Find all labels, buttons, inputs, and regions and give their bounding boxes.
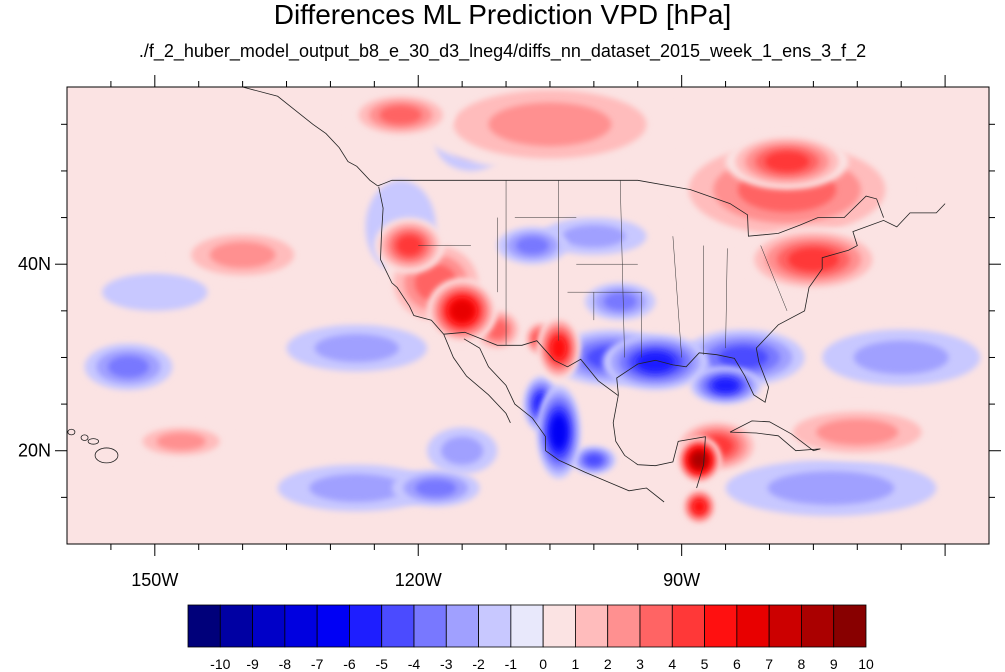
vpd-contour-pos6	[693, 500, 706, 513]
vpd-contour-pos4	[379, 105, 422, 125]
colorbar-swatch	[445, 604, 479, 648]
vpd-contour-neg3	[515, 236, 549, 255]
hawaii-island	[94, 447, 119, 464]
colorbar-swatch	[768, 604, 802, 648]
colorbar-label: 8	[798, 656, 806, 672]
state-border	[725, 248, 728, 349]
state-border	[672, 236, 682, 358]
colorbar-label: -5	[375, 656, 388, 672]
vpd-contour-neg2	[309, 474, 405, 503]
axis-ticks: 150W 120W 90W 40N 20N	[18, 75, 1001, 590]
colorbar-label: -2	[472, 656, 485, 672]
hawaii-island	[80, 434, 89, 441]
chart-subtitle: ./f_2_huber_model_output_b8_e_30_d3_lneg…	[138, 41, 867, 61]
colorbar-label: -10	[210, 656, 230, 672]
colorbar-label: 9	[830, 656, 838, 672]
vpd-contour-neg5	[636, 352, 675, 373]
coastline-segment	[377, 179, 884, 237]
vpd-contour-neg3	[603, 292, 637, 311]
vpd-contour-pos7	[451, 300, 474, 322]
state-border	[619, 180, 625, 358]
colorbar-swatch	[671, 604, 705, 648]
colorbar-label: 1	[572, 656, 580, 672]
lat-tick-label: 20N	[18, 441, 51, 461]
hawaii-island	[67, 428, 76, 436]
colorbar-swatch	[381, 604, 415, 648]
colorbar-label: 6	[733, 656, 741, 672]
map-frame	[66, 86, 990, 545]
colorbar-label: 0	[539, 656, 547, 672]
colorbar-swatch	[736, 604, 770, 648]
vpd-contour-neg4	[585, 454, 603, 466]
vpd-contour-pos3	[156, 432, 206, 451]
coastline-segment	[378, 186, 511, 423]
vpd-contour-pos3	[816, 419, 899, 446]
colorbar-swatch	[639, 604, 673, 648]
colorbar-swatch	[607, 604, 641, 648]
colorbar-label: 3	[636, 656, 644, 672]
colorbar-label: -6	[343, 656, 356, 672]
colorbar-label: 5	[701, 656, 709, 672]
colorbar-label: -1	[505, 656, 518, 672]
coastline-segment	[242, 87, 379, 187]
colorbar-swatch	[284, 604, 318, 648]
lon-tick-label: 90W	[663, 570, 700, 590]
state-border	[760, 245, 788, 311]
vpd-contour-pos5	[788, 247, 839, 272]
coastline-segment	[443, 331, 619, 397]
colorbar-label: 7	[765, 656, 773, 672]
vpd-contour-neg2	[562, 225, 626, 248]
chart-title: Differences ML Prediction VPD [hPa]	[273, 0, 732, 30]
lon-tick-label: 120W	[395, 570, 442, 590]
vpd-contour-pos5	[396, 235, 423, 256]
colorbar-swatch	[801, 604, 835, 648]
vpd-contour-neg5	[712, 378, 739, 393]
colorbar-swatch	[349, 604, 383, 648]
vpd-contour-neg3	[415, 479, 457, 497]
coastline-segment	[729, 420, 821, 452]
colorbar-swatch	[219, 604, 253, 648]
colorbar-swatch	[542, 604, 576, 648]
vpd-contour-neg6	[551, 416, 567, 448]
colorbar-label: 2	[604, 656, 612, 672]
colorbar-swatch	[252, 604, 286, 648]
colorbar-swatch	[575, 604, 609, 648]
colorbar-swatch	[316, 604, 350, 648]
vpd-contour-pos9	[692, 453, 706, 467]
vpd-contour-neg2	[314, 334, 399, 363]
vpd-contour-neg3	[107, 355, 149, 378]
vpd-contour-neg1	[102, 273, 208, 311]
colorbar-swatch	[833, 604, 867, 648]
coastline-segment	[612, 394, 706, 489]
coastline-segment	[616, 203, 946, 403]
colorbar-swatch	[413, 604, 447, 648]
vpd-contour-pos3	[209, 241, 276, 268]
hawaii-island	[87, 438, 100, 445]
colorbar-swatch	[704, 604, 738, 648]
vpd-contour-pos3	[488, 102, 612, 147]
colorbar-label: -9	[246, 656, 259, 672]
colorbar: -10 -9 -8 -7 -6 -5 -4 -3 -2 -1 0 1 2 3 4 5 6 7 8 9 10	[187, 604, 874, 672]
vpd-contour-neg2	[853, 340, 949, 375]
colorbar-label: -7	[311, 656, 324, 672]
colorbar-label: -3	[440, 656, 453, 672]
colorbar-swatch	[187, 604, 221, 648]
lat-tick-label: 40N	[18, 254, 51, 274]
colorbar-label: 10	[858, 656, 874, 672]
vpd-contour-pos5	[764, 151, 810, 172]
vpd-difference-field	[84, 87, 981, 526]
vpd-contour-neg2	[767, 471, 895, 505]
colorbar-label: 4	[668, 656, 676, 672]
colorbar-label: -4	[408, 656, 421, 672]
coastline-segment	[463, 338, 665, 503]
vpd-contour-neg2	[441, 436, 484, 465]
colorbar-label: -8	[279, 656, 292, 672]
coastlines-and-borders	[67, 87, 946, 503]
vpd-contour-neg4	[718, 346, 768, 369]
colorbar-swatch	[478, 604, 512, 648]
vpd-contour-pos6	[551, 337, 567, 360]
colorbar-swatch	[510, 604, 544, 648]
lon-tick-label: 150W	[131, 570, 178, 590]
